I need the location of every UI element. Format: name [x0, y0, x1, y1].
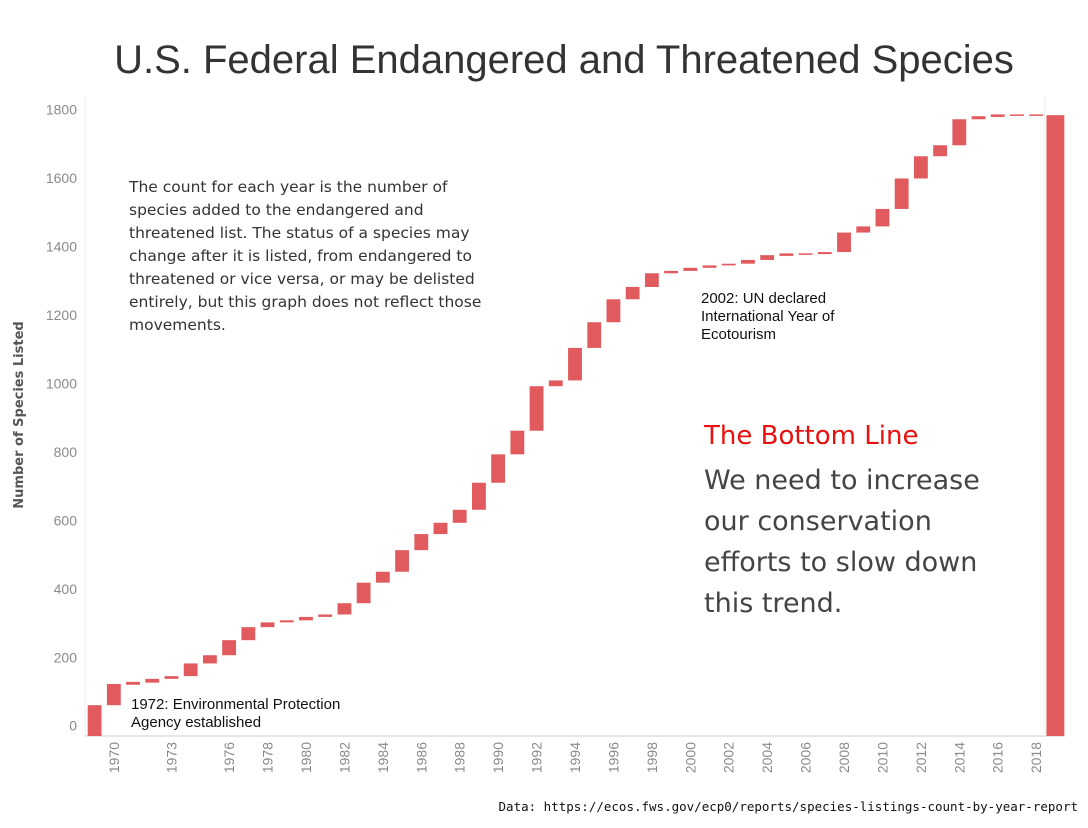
bar-1975 — [202, 655, 217, 664]
bar-2002 — [721, 263, 736, 266]
bar-1969 — [87, 705, 102, 736]
bar-2007 — [817, 252, 832, 255]
annotation-1972: 1972: Environmental Protection Agency es… — [131, 696, 341, 731]
bar-1981 — [318, 614, 333, 617]
bar-1985 — [395, 550, 409, 572]
x-tick-label: 2004 — [759, 742, 775, 773]
bar-1973 — [164, 676, 179, 679]
x-tick-label: 2014 — [951, 742, 967, 773]
bar-1991 — [510, 430, 525, 455]
x-tick-label: 2012 — [913, 742, 929, 773]
bar-1995 — [587, 322, 602, 348]
bar-1970 — [106, 683, 121, 706]
y-tick-label: 200 — [54, 649, 78, 665]
bar-1984 — [375, 571, 390, 583]
y-axis-label: Number of Species Listed — [12, 321, 27, 508]
bar-2013 — [933, 145, 948, 157]
bar-2014 — [952, 119, 967, 146]
y-tick-label: 600 — [54, 512, 78, 528]
bar-1977 — [241, 627, 256, 641]
bar-2016 — [990, 114, 1005, 117]
y-tick-label: 400 — [54, 581, 78, 597]
bar-2015 — [971, 116, 986, 120]
x-tick-label: 1998 — [644, 742, 660, 773]
y-tick-label: 1600 — [46, 170, 77, 186]
x-tick-label: 1973 — [163, 742, 179, 773]
x-tick-label: 1986 — [413, 742, 429, 773]
chart-title: U.S. Federal Endangered and Threatened S… — [114, 38, 1014, 82]
bar-2010 — [875, 208, 890, 227]
x-tick-label: 2010 — [874, 742, 890, 773]
bar-1990 — [491, 454, 506, 483]
x-tick-label: 1970 — [106, 742, 122, 773]
bar-1974 — [183, 663, 198, 677]
bar-2001 — [702, 265, 717, 268]
y-tick-label: 1800 — [46, 102, 77, 118]
bar-2018 — [1029, 114, 1044, 116]
bar-1994 — [568, 347, 582, 381]
x-tick-label: 1994 — [567, 742, 583, 773]
bar-1988 — [452, 509, 467, 523]
x-tick-label: 2008 — [836, 742, 852, 773]
y-tick-label: 1200 — [46, 307, 77, 323]
bar-2009 — [856, 226, 871, 233]
x-tick-label: 1978 — [260, 742, 276, 773]
x-tick-label: 1996 — [605, 742, 621, 773]
bar-1978 — [260, 622, 275, 628]
x-tick-label: 1982 — [336, 742, 352, 773]
data-source: Data: https://ecos.fws.gov/ecp0/reports/… — [498, 799, 1078, 814]
bar-2000 — [683, 267, 698, 271]
bar-1993 — [548, 380, 563, 387]
bar-2008 — [837, 232, 851, 253]
bar-1971 — [126, 681, 140, 685]
bar-1979 — [279, 620, 294, 623]
y-tick-label: 1400 — [46, 239, 77, 255]
bar-1989 — [472, 482, 486, 510]
y-tick-label: 1000 — [46, 375, 77, 391]
bar-2005 — [779, 253, 794, 256]
bar-1976 — [222, 640, 237, 656]
bar-1997 — [625, 286, 640, 300]
bar-2011 — [894, 178, 909, 209]
bar-1980 — [299, 616, 313, 621]
x-tick-label: 2006 — [798, 742, 814, 773]
x-tick-label: 2018 — [1028, 742, 1044, 773]
y-tick-label: 0 — [69, 718, 77, 734]
chart-note: The count for each year is the number of… — [129, 178, 482, 334]
bar-2012 — [913, 156, 928, 179]
bar-1972 — [145, 678, 160, 683]
annotation-2002: 2002: UN declared International Year of … — [701, 290, 835, 343]
bar-2006 — [798, 253, 813, 255]
bar-1983 — [356, 582, 371, 604]
bar-1982 — [337, 603, 352, 615]
x-tick-label: 1988 — [452, 742, 468, 773]
chart-axes — [84, 96, 1065, 737]
x-tick-label: 1992 — [529, 742, 545, 773]
bar-2017 — [1010, 114, 1024, 116]
bar-1999 — [664, 270, 678, 274]
x-tick-label: 1976 — [221, 742, 237, 773]
bar-2004 — [760, 255, 775, 260]
x-tick-label: 2016 — [990, 742, 1006, 773]
x-tick-label: 2002 — [721, 742, 737, 773]
bar-1992 — [529, 386, 544, 431]
bottom-line-heading: The Bottom Line — [704, 421, 919, 451]
bar-1987 — [433, 522, 448, 535]
x-axis-ticks: 1970 1973 1976 1978 1980 1982 1984 1986 1988 1990… — [106, 742, 1044, 773]
x-tick-label: 1984 — [375, 742, 391, 773]
y-axis-ticks: 0 200 400 600 800 1000 1200 1400 1600 1800 — [46, 102, 77, 734]
x-tick-label: 2000 — [682, 742, 698, 773]
bar-1996 — [606, 299, 621, 323]
y-tick-label: 800 — [54, 444, 78, 460]
chart-bars — [87, 114, 1065, 737]
bar-2003 — [741, 259, 755, 264]
bar-total — [1046, 115, 1065, 737]
x-tick-label: 1980 — [298, 742, 314, 773]
x-tick-label: 1990 — [490, 742, 506, 773]
bar-1998 — [644, 273, 659, 287]
bar-1986 — [414, 534, 429, 551]
bottom-line-text: We need to increase our conservation eff… — [704, 465, 980, 619]
